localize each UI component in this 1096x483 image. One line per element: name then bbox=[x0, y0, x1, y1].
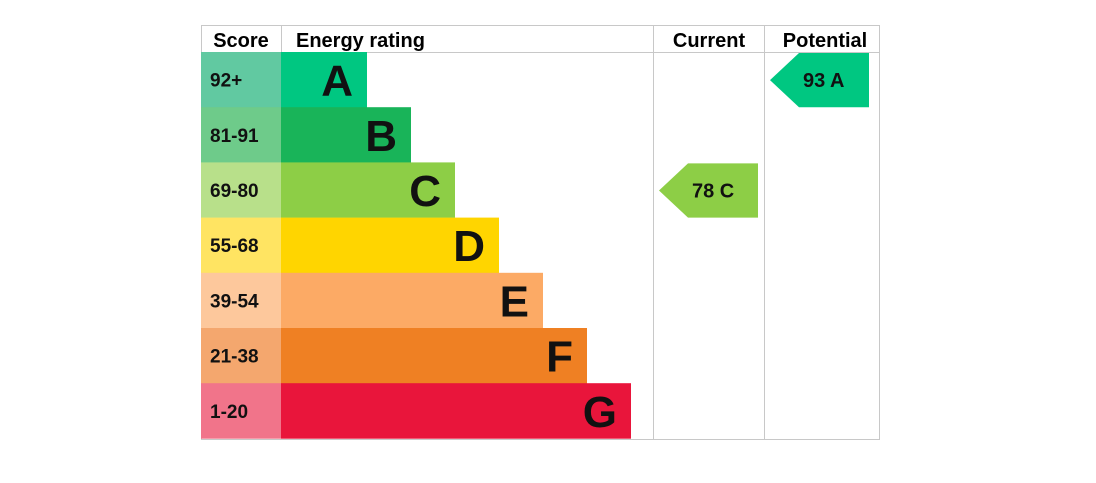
rating-letter: B bbox=[365, 112, 397, 161]
score-range-label: 69-80 bbox=[210, 181, 259, 202]
score-cell bbox=[201, 328, 281, 384]
score-cell bbox=[201, 383, 281, 439]
rating-bar bbox=[281, 217, 499, 274]
rating-letter: E bbox=[500, 277, 529, 326]
potential-rating-marker: 93 A bbox=[770, 53, 869, 108]
score-cell bbox=[201, 52, 281, 108]
rating-bar bbox=[281, 52, 367, 108]
score-cell bbox=[201, 217, 281, 274]
rating-bar bbox=[281, 328, 587, 384]
rating-letter: D bbox=[453, 222, 485, 271]
score-range-label: 92+ bbox=[210, 71, 242, 92]
current-header: Current bbox=[673, 30, 746, 52]
potential-rating-marker-label: 93 A bbox=[803, 70, 845, 92]
potential-rating-marker-arrow bbox=[770, 53, 869, 108]
rating-bands: 92+ A 81-91 B 69-80 C 55-68 D 39-54 E 21-38 F 1-20 G bbox=[201, 52, 631, 439]
score-range-label: 81-91 bbox=[210, 126, 259, 147]
rating-letter: A bbox=[321, 57, 353, 106]
score-range-label: 1-20 bbox=[210, 402, 248, 423]
current-rating-marker: 78 C bbox=[659, 163, 758, 218]
rating-bar bbox=[281, 162, 455, 218]
rating-bar bbox=[281, 272, 543, 329]
rating-letter: C bbox=[409, 167, 441, 216]
rating-letter: G bbox=[583, 388, 617, 437]
score-cell bbox=[201, 107, 281, 163]
current-rating-marker-arrow bbox=[659, 163, 758, 218]
band-e: 39-54 E bbox=[201, 272, 543, 329]
energy-rating-header: Energy rating bbox=[296, 30, 425, 52]
current-rating-marker-label: 78 C bbox=[692, 181, 734, 203]
score-range-label: 21-38 bbox=[210, 347, 259, 368]
rating-letter: F bbox=[546, 333, 573, 382]
band-d: 55-68 D bbox=[201, 217, 499, 274]
score-header: Score bbox=[213, 30, 269, 52]
rating-bar bbox=[281, 107, 411, 163]
header-row: Score Energy rating Current Potential bbox=[213, 30, 867, 52]
band-g: 1-20 G bbox=[201, 383, 631, 439]
band-b: 81-91 B bbox=[201, 107, 411, 163]
rating-markers: 78 C 93 A bbox=[659, 53, 869, 218]
band-c: 69-80 C bbox=[201, 162, 455, 218]
potential-header: Potential bbox=[783, 30, 867, 52]
score-range-label: 55-68 bbox=[210, 236, 259, 257]
rating-bar bbox=[281, 383, 631, 439]
score-cell bbox=[201, 162, 281, 218]
band-a: 92+ A bbox=[201, 52, 367, 108]
score-range-label: 39-54 bbox=[210, 291, 259, 312]
band-f: 21-38 F bbox=[201, 328, 587, 384]
score-cell bbox=[201, 272, 281, 329]
